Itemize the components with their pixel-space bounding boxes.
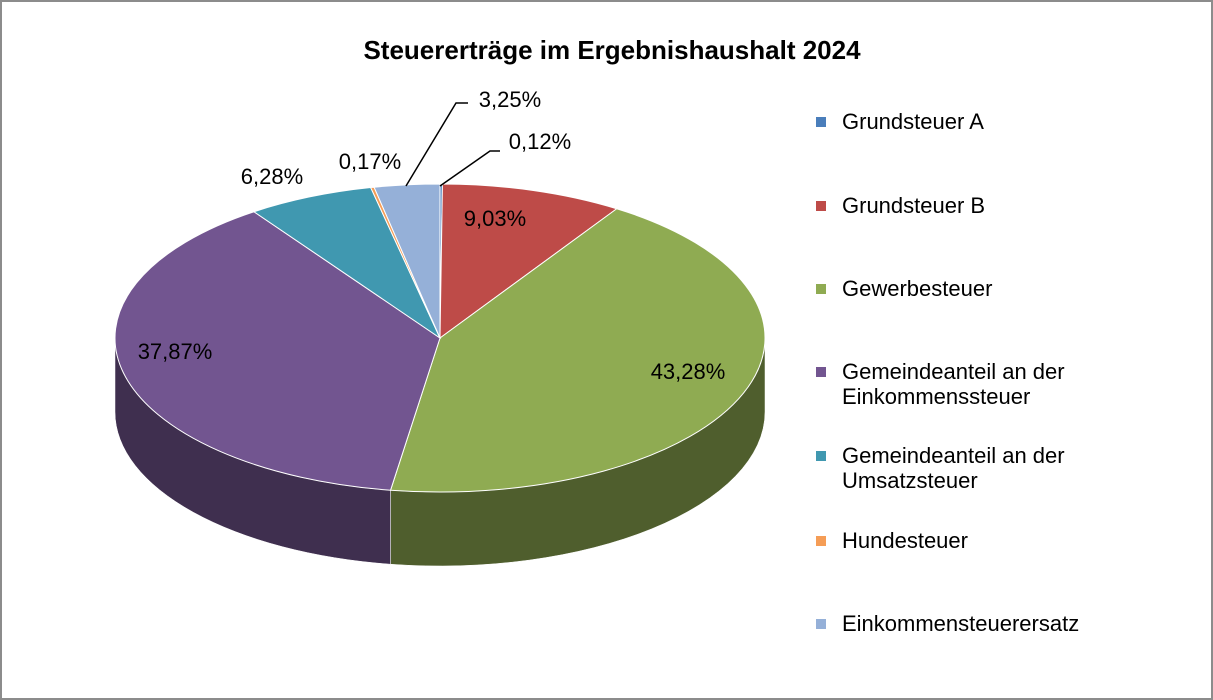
data-label: 37,87% [138,339,213,364]
pie-slice [439,183,618,339]
pie-slice [114,211,441,491]
data-label: 0,17% [339,149,401,174]
legend-label: Gemeindeanteil an der Umsatzsteuer [842,443,1065,493]
data-label: 9,03% [464,206,526,231]
pie-slice [389,208,766,493]
legend-label: Hundesteuer [842,528,968,553]
leader-line [439,150,500,187]
legend-swatch [816,619,826,629]
legend-swatch [816,117,826,127]
legend-swatch [816,284,826,294]
legend-label: Gewerbesteuer [842,276,993,301]
leader-line [405,102,468,187]
data-label: 0,12% [509,129,571,154]
data-label: 3,25% [479,87,541,112]
legend-swatch [816,367,826,377]
data-label: 43,28% [651,359,726,384]
chart-title: Steuererträge im Ergebnishaushalt 2024 [363,35,861,65]
data-label: 6,28% [241,164,303,189]
legend-swatch [816,201,826,211]
pie-slice [252,187,442,340]
legend-label: Grundsteuer B [842,193,986,218]
legend-swatch [816,451,826,461]
legend-label: Einkommensteuerersatz [842,611,1080,636]
legend-label: Gemeindeanteil an der Einkommenssteuer [842,359,1065,409]
legend-swatch [816,536,826,546]
legend-label: Grundsteuer A [842,109,984,134]
